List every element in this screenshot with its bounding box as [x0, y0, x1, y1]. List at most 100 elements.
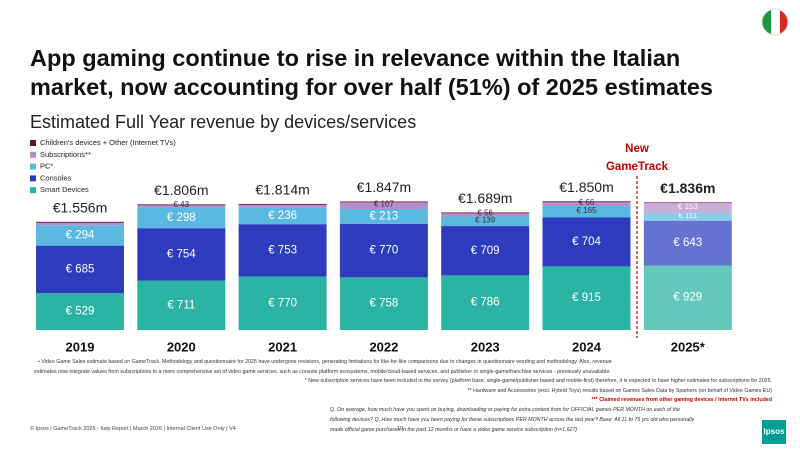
- bar-segment: [36, 225, 124, 246]
- x-tick-label: 2020: [167, 339, 196, 354]
- question-text: made official game purchases in the past…: [330, 427, 578, 433]
- value-label: € 770: [370, 245, 399, 257]
- bar-segment: [643, 213, 732, 221]
- x-tick-label: 2023: [471, 339, 500, 354]
- footnote: *** Claimed revenues from other gaming d…: [591, 397, 772, 404]
- value-label: € 915: [572, 292, 601, 304]
- value-label: € 111: [678, 211, 697, 220]
- bar-segment: [36, 221, 124, 223]
- bar-segment: [238, 207, 327, 225]
- value-label: € 66: [579, 198, 595, 207]
- bar-segment: [36, 221, 124, 226]
- value-label: € 213: [370, 210, 399, 222]
- value-label: € 704: [572, 236, 601, 248]
- value-label: € 298: [167, 212, 196, 224]
- bar-segment: [137, 207, 226, 229]
- legend-swatch: [30, 151, 36, 158]
- footnote: • Video Game Sales estimate based on Gam…: [38, 359, 612, 365]
- logo: Ipsos: [764, 427, 785, 436]
- bar-segment: [643, 265, 732, 330]
- value-label: € 107: [374, 199, 395, 208]
- value-label: € 236: [268, 210, 297, 222]
- value-label: € 643: [673, 237, 702, 249]
- bar-segment: [542, 217, 631, 267]
- legend-label: Consoles: [40, 173, 72, 182]
- footnote: * New subscription services have been in…: [304, 378, 772, 385]
- logo-box: [762, 420, 786, 444]
- legend-label: Smart Devices: [40, 185, 89, 194]
- value-label: € 529: [66, 306, 95, 318]
- total-label: €1.806m: [154, 182, 208, 198]
- bar-segment: [441, 216, 530, 227]
- value-label: € 711: [167, 299, 195, 311]
- total-label: €1.689m: [458, 190, 512, 206]
- value-label: € 770: [268, 297, 297, 309]
- value-label: € 709: [471, 245, 500, 257]
- bar-segment: [339, 223, 428, 278]
- bar-segment: [339, 201, 428, 203]
- total-label: €1.850m: [559, 179, 613, 195]
- bar-segment: [643, 202, 732, 214]
- bar-segment: [36, 293, 124, 330]
- value-label: € 294: [66, 229, 95, 241]
- bar-segment: [441, 275, 530, 330]
- bar-segment: [339, 209, 428, 224]
- value-label: € 929: [673, 292, 702, 304]
- bar-segment: [238, 224, 327, 277]
- total-label: €1.836m: [660, 180, 715, 196]
- bar-segment: [643, 220, 732, 266]
- title: App gaming continue to rise in relevance…: [30, 45, 714, 100]
- value-label: € 153: [678, 202, 699, 211]
- subtitle: Estimated Full Year revenue by devices/s…: [30, 112, 417, 132]
- legend-label: PC*: [40, 162, 53, 171]
- value-label: € 758: [370, 298, 399, 310]
- bar-segment: [339, 277, 428, 330]
- footnote: estimates now integrate values from subs…: [34, 368, 611, 375]
- x-tick-label: 2024: [572, 339, 602, 354]
- bar-segment: [137, 280, 226, 330]
- page-number: 10: [397, 426, 404, 432]
- bar-segment: [238, 276, 327, 330]
- total-label: €1.847m: [357, 179, 411, 195]
- bar-segment: [36, 245, 124, 294]
- bar-segment: [542, 201, 631, 203]
- value-label: € 754: [167, 248, 196, 260]
- footer: © Ipsos | GameTrack 2025 - Italy Report …: [30, 426, 236, 432]
- bar-segment: [238, 203, 327, 208]
- question-text: Q. On average, how much have you spent o…: [330, 407, 680, 413]
- total-label: €1.556m: [53, 200, 107, 216]
- legend-label: Children's devices + Other (Internet TVs…: [40, 138, 176, 147]
- bar-segment: [643, 202, 732, 204]
- legend-swatch: [30, 163, 36, 170]
- legend-swatch: [30, 175, 36, 182]
- bar-segment: [137, 228, 226, 281]
- bar-segment: [441, 212, 530, 217]
- bar-segment: [542, 206, 631, 218]
- value-label: € 139: [475, 215, 496, 224]
- annotation: GameTrack: [606, 161, 669, 173]
- bar-segment: [339, 201, 428, 210]
- bar-segment: [137, 204, 226, 208]
- legend-label: Subscriptions**: [40, 150, 91, 159]
- bar-segment: [542, 201, 631, 207]
- legend-swatch: [30, 187, 36, 194]
- value-label: € 786: [471, 297, 500, 309]
- bar-segment: [441, 226, 530, 276]
- value-label: € 753: [268, 244, 297, 256]
- x-tick-label: 2019: [66, 339, 95, 354]
- x-tick-label: 2022: [369, 339, 398, 354]
- legend-swatch: [30, 140, 36, 146]
- value-label: € 685: [66, 263, 95, 275]
- bar-segment: [238, 203, 327, 205]
- question-text: following devices? Q. How much have you …: [330, 417, 695, 423]
- x-tick-label: 2021: [268, 339, 297, 354]
- value-label: € 165: [576, 206, 597, 215]
- annotation: New: [625, 143, 649, 155]
- total-label: €1.814m: [255, 182, 309, 198]
- bar-segment: [441, 212, 530, 214]
- footnote: ** Hardware and Accessories (excl. Hybri…: [467, 387, 772, 394]
- bar-segment: [542, 266, 631, 330]
- bar-segment: [137, 204, 226, 206]
